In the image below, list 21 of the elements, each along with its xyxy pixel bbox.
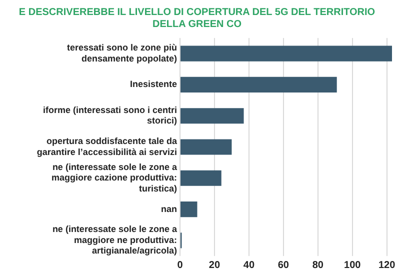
bar: [180, 139, 232, 155]
x-tick-label: 0: [177, 260, 184, 271]
y-tick-label: teressati sono le zone più densamente popolate): [66, 42, 177, 64]
bar: [180, 108, 244, 124]
y-tick-label: ne (interessate sole le zone a maggiore cazione produttiva: turistica): [51, 162, 178, 194]
y-tick-label: opertura soddisfacente tale da garantire l’accessibilità ai servizi: [36, 136, 178, 157]
x-tick-label: 20: [208, 260, 220, 271]
bar: [180, 46, 392, 62]
y-tick-label: iforme (interessati sono i centri storici): [42, 104, 177, 126]
chart-title: E DESCRIVEREBBE IL LIVELLO DI COPERTURA DEL 5G DEL TERRITORIO DELLA GREEN CO: [18, 6, 376, 30]
x-tick-label: 60: [278, 260, 290, 271]
bar: [180, 202, 198, 218]
bar: [180, 170, 222, 186]
x-tick-label: 40: [243, 260, 255, 271]
y-tick-label: nan: [160, 204, 177, 214]
x-tick-label: 120: [378, 260, 396, 271]
y-tick-label: Inesistente: [130, 79, 177, 90]
y-tick-label: ne (interessate sole le zone a maggiore ne produttiva: artigianale/agricola): [52, 224, 178, 256]
x-tick-label: 100: [344, 260, 362, 271]
x-tick-label: 80: [312, 260, 324, 271]
bar: [180, 76, 337, 92]
